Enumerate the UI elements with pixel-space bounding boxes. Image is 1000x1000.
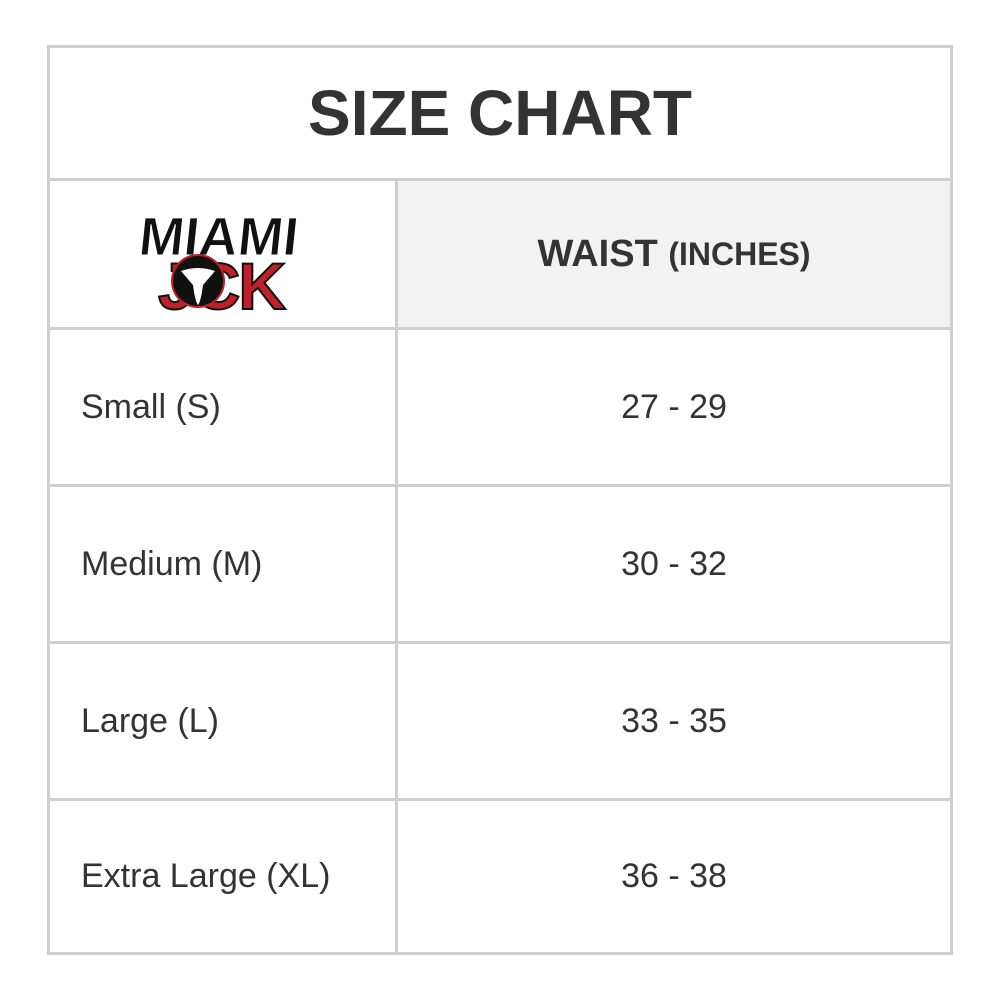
table-row: Large (L) 33 - 35 [50, 644, 950, 801]
waist-cell: 33 - 35 [621, 701, 727, 740]
size-cell: Small (S) [50, 330, 398, 484]
header-row: MIAMI J​CK WAIST (INCHES) [50, 181, 950, 330]
svg-text:MIAMI: MIAMI [136, 207, 301, 267]
table-row: Medium (M) 30 - 32 [50, 487, 950, 644]
waist-cell: 36 - 38 [621, 857, 727, 895]
size-chart-table: SIZE CHART MIAMI J​CK WAIST (INCHES) Sma… [47, 45, 953, 955]
brand-logo-cell: MIAMI J​CK [50, 181, 398, 327]
waist-column-header: WAIST (INCHES) [398, 181, 950, 327]
waist-cell: 27 - 29 [621, 387, 727, 426]
size-cell: Medium (M) [50, 487, 398, 641]
table-row: Small (S) 27 - 29 [50, 330, 950, 487]
waist-cell: 30 - 32 [621, 544, 727, 583]
units-label: (INCHES) [668, 235, 811, 272]
page-title: SIZE CHART [50, 48, 950, 181]
miami-jock-logo: MIAMI J​CK [135, 206, 301, 311]
waist-label: WAIST [537, 232, 658, 275]
table-row: Extra Large (XL) 36 - 38 [50, 801, 950, 952]
size-cell: Large (L) [50, 644, 398, 798]
size-cell: Extra Large (XL) [50, 801, 398, 952]
